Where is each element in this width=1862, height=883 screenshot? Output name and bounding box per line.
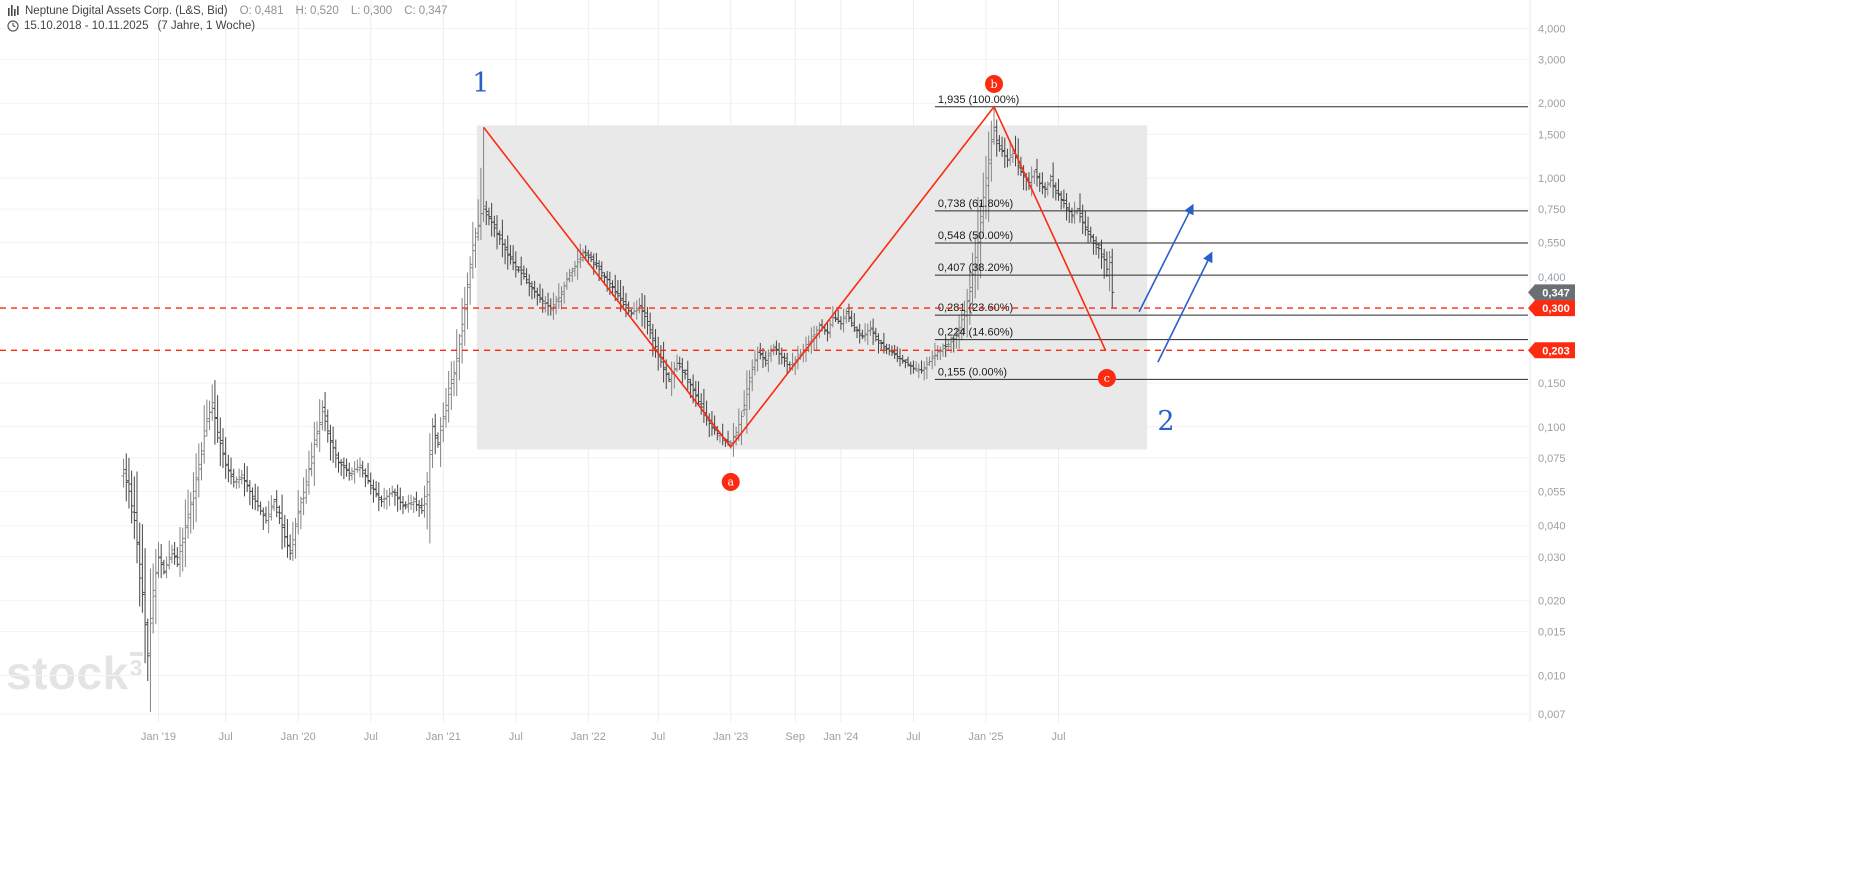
y-axis-tick: 1,500 [1538, 129, 1566, 141]
fib-label: 0,407 (38.20%) [938, 262, 1013, 274]
x-axis-label: Jul [219, 731, 233, 743]
arrows-projection [1138, 203, 1213, 363]
x-axis-label: Jan '25 [968, 731, 1003, 743]
ohlc-open: O: 0,481 [239, 5, 284, 17]
wave-label: 2 [1157, 406, 1174, 437]
price-badge [1528, 342, 1575, 359]
y-axis-tick: 1,000 [1538, 173, 1566, 185]
x-axis-label: Jan '21 [426, 731, 461, 743]
fib-label: 0,281 (23.60%) [938, 302, 1013, 314]
abc-marker [985, 74, 1004, 93]
fib-label: 0,548 (50.00%) [938, 230, 1013, 242]
y-axis-tick: 0,100 [1538, 422, 1566, 434]
wave-label: 1 [472, 68, 489, 99]
projection-arrow[interactable] [1157, 251, 1213, 363]
price-badges: 0,347 0,300 0,203 [1528, 284, 1575, 359]
projection-arrow[interactable] [1138, 203, 1194, 313]
x-axis-label: Jul [651, 731, 665, 743]
x-axis-label: Jan '22 [571, 731, 606, 743]
abc-marker [721, 472, 740, 491]
candle-series [121, 106, 1115, 712]
x-axis-label: Jul [509, 731, 523, 743]
instrument-icon [7, 5, 19, 17]
y-axis-tick: 0,030 [1538, 552, 1566, 564]
y-axis-tick: 3,000 [1538, 54, 1566, 66]
x-axis-label: Jul [364, 731, 378, 743]
y-axis-tick: 0,150 [1538, 378, 1566, 390]
instrument-name: Neptune Digital Assets Corp. (L&S, Bid) [25, 5, 228, 17]
fibonacci-retracement: 1,935 (100.00%) 0,738 (61.80%) 0,548 (50.0… [934, 94, 1528, 380]
y-axis-tick: 2,000 [1538, 98, 1566, 110]
chart-header: Neptune Digital Assets Corp. (L&S, Bid) … [7, 5, 447, 32]
x-axis[interactable]: Jan '19 Jul Jan '20 Jul Jan '21 Jul Jan '22 Jul… [141, 731, 1066, 743]
wave-labels: 12 [472, 68, 1174, 437]
y-axis-tick: 0,055 [1538, 486, 1566, 498]
y-axis[interactable]: 4,000 3,000 2,000 1,500 1,000 0,750 0,550 0,400… [1538, 23, 1566, 721]
watermark: stock3 [6, 646, 143, 700]
consolidation-box [476, 125, 1148, 450]
y-axis-tick: 0,010 [1538, 670, 1566, 682]
x-axis-label: Jan '19 [141, 731, 176, 743]
fib-label: 1,935 (100.00%) [938, 94, 1019, 106]
abc-marker-label: a [727, 476, 734, 489]
y-axis-tick: 0,750 [1538, 204, 1566, 216]
fib-label: 0,224 (14.60%) [938, 327, 1013, 339]
ohlc-readout: O: 0,481 H: 0,520 L: 0,300 C: 0,347 [240, 5, 448, 17]
x-axis-label: Jan '24 [823, 731, 858, 743]
y-axis-tick: 0,040 [1538, 521, 1566, 533]
fib-label: 0,738 (61.80%) [938, 198, 1013, 210]
abc-marker-label: b [991, 78, 998, 91]
price-badge-label: 0,347 [1542, 287, 1570, 299]
y-axis-tick: 0,075 [1538, 453, 1566, 465]
y-axis-tick: 4,000 [1538, 23, 1566, 35]
price-badge-label: 0,203 [1542, 345, 1570, 357]
range-box [476, 125, 1148, 450]
ohlc-close: C: 0,347 [404, 5, 448, 17]
x-axis-label: Sep [785, 731, 805, 743]
x-axis-label: Jul [906, 731, 920, 743]
y-axis-tick: 0,007 [1538, 709, 1566, 721]
fib-label: 0,155 (0.00%) [938, 366, 1007, 378]
abc-marker-label: c [1104, 372, 1110, 385]
y-axis-tick: 0,020 [1538, 596, 1566, 608]
trendline-abc: a b c [482, 74, 1116, 491]
price-badge [1528, 300, 1575, 317]
timeframe: (7 Jahre, 1 Woche) [157, 20, 256, 32]
y-axis-tick: 0,550 [1538, 238, 1566, 250]
price-badge-label: 0,300 [1542, 303, 1570, 315]
y-axis-tick: 0,015 [1538, 627, 1566, 639]
ohlc-high: H: 0,520 [295, 5, 339, 17]
ohlc-low: L: 0,300 [350, 5, 393, 17]
date-range: 15.10.2018 - 10.11.2025 [24, 20, 149, 32]
zigzag-trendline[interactable] [482, 105, 1107, 449]
x-axis-label: Jan '23 [713, 731, 748, 743]
watermark-text: stock [6, 647, 129, 699]
watermark-sup: 3 [129, 651, 143, 680]
abc-marker [1097, 369, 1116, 388]
dashed-alert-lines [0, 307, 1530, 351]
clock-icon [7, 20, 19, 32]
x-axis-label: Jul [1051, 731, 1065, 743]
price-badge [1528, 284, 1575, 301]
y-axis-tick: 0,400 [1538, 272, 1566, 284]
x-axis-label: Jan '20 [281, 731, 316, 743]
